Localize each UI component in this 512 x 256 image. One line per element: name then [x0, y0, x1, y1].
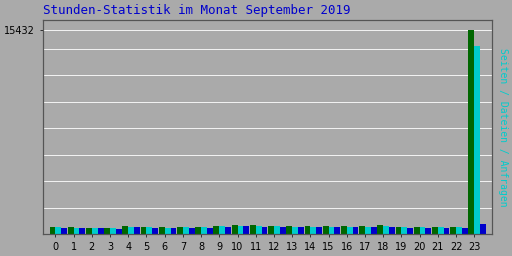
- Bar: [129, 227, 134, 234]
- Bar: [183, 227, 189, 234]
- Bar: [334, 227, 340, 234]
- Bar: [201, 227, 207, 234]
- Bar: [323, 226, 329, 234]
- Bar: [116, 229, 122, 234]
- Bar: [122, 226, 129, 234]
- Bar: [432, 227, 438, 234]
- Bar: [347, 227, 353, 234]
- Bar: [414, 227, 420, 234]
- Bar: [238, 226, 243, 234]
- Bar: [462, 228, 467, 234]
- Bar: [407, 228, 413, 234]
- Bar: [219, 226, 225, 234]
- Bar: [268, 226, 274, 234]
- Bar: [274, 226, 280, 234]
- Bar: [255, 226, 262, 234]
- Bar: [305, 226, 310, 234]
- Bar: [383, 226, 389, 234]
- Bar: [396, 227, 401, 234]
- Bar: [98, 228, 103, 234]
- Bar: [104, 228, 110, 234]
- Bar: [250, 226, 255, 234]
- Bar: [170, 228, 176, 234]
- Bar: [68, 227, 74, 234]
- Bar: [371, 227, 377, 234]
- Y-axis label: Seiten / Dateien / Anfragen: Seiten / Dateien / Anfragen: [498, 48, 508, 206]
- Bar: [165, 228, 170, 234]
- Bar: [341, 226, 347, 234]
- Bar: [207, 228, 213, 234]
- Bar: [310, 227, 316, 234]
- Bar: [189, 228, 195, 234]
- Bar: [134, 227, 140, 234]
- Bar: [480, 223, 486, 234]
- Bar: [377, 225, 383, 234]
- Bar: [365, 227, 371, 234]
- Bar: [225, 227, 231, 234]
- Bar: [195, 227, 201, 234]
- Bar: [425, 228, 431, 234]
- Bar: [359, 226, 365, 234]
- Bar: [262, 227, 267, 234]
- Bar: [389, 227, 395, 234]
- Bar: [438, 227, 444, 234]
- Bar: [50, 227, 55, 234]
- Bar: [214, 226, 219, 234]
- Text: Stunden-Statistik im Monat September 2019: Stunden-Statistik im Monat September 201…: [42, 4, 350, 17]
- Bar: [286, 226, 292, 234]
- Bar: [177, 227, 183, 234]
- Bar: [92, 228, 98, 234]
- Bar: [79, 228, 86, 234]
- Bar: [110, 228, 116, 234]
- Bar: [146, 227, 152, 234]
- Bar: [329, 227, 334, 234]
- Bar: [456, 227, 462, 234]
- Bar: [298, 227, 304, 234]
- Bar: [86, 228, 92, 234]
- Bar: [420, 227, 425, 234]
- Bar: [401, 227, 407, 234]
- Bar: [468, 30, 474, 234]
- Bar: [55, 227, 61, 234]
- Bar: [450, 227, 456, 234]
- Bar: [141, 227, 146, 234]
- Bar: [61, 228, 67, 234]
- Bar: [474, 46, 480, 234]
- Bar: [316, 227, 322, 234]
- Bar: [152, 228, 158, 234]
- Bar: [280, 227, 286, 234]
- Bar: [353, 227, 358, 234]
- Bar: [444, 228, 450, 234]
- Bar: [74, 228, 79, 234]
- Bar: [243, 226, 249, 234]
- Bar: [292, 227, 298, 234]
- Bar: [232, 225, 238, 234]
- Bar: [159, 227, 165, 234]
